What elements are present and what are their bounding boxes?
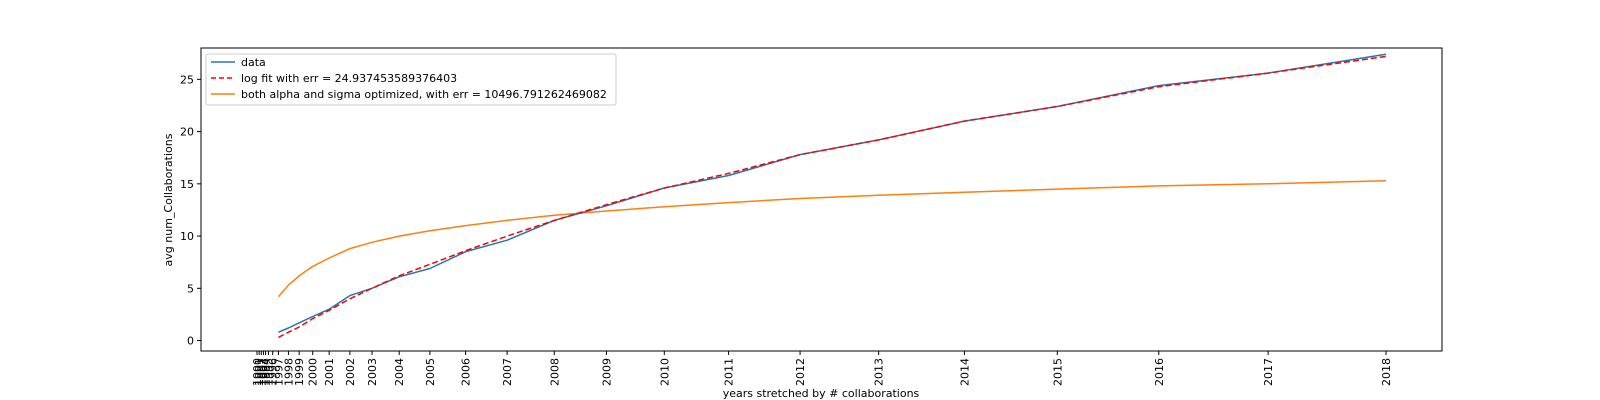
x-tick-label: 2016 (1153, 358, 1166, 386)
x-axis-label: years stretched by # collaborations (723, 387, 920, 400)
y-tick-label: 0 (187, 335, 194, 348)
x-tick-label: 1999 (293, 358, 306, 386)
series-line-log-fit (278, 55, 1387, 339)
x-tick-label: 2009 (600, 358, 613, 386)
x-axis: 1990199119921993199419951996199719981999… (251, 351, 1393, 386)
series-layer (277, 53, 1387, 339)
x-tick-label: 2000 (307, 358, 320, 386)
x-tick-label: 2006 (460, 358, 473, 386)
x-tick-label: 1990 (251, 358, 264, 386)
y-tick-label: 20 (180, 126, 194, 139)
x-tick-label: 2012 (794, 358, 807, 386)
x-tick-label: 2013 (873, 358, 886, 386)
y-tick-label: 25 (180, 73, 194, 86)
x-tick-label: 1992 (255, 358, 268, 386)
x-tick-label: 1994 (260, 358, 273, 386)
x-tick-label: 2003 (366, 358, 379, 386)
x-tick-label: 2004 (393, 358, 406, 386)
x-tick-label: 1991 (253, 358, 266, 386)
x-tick-label: 2018 (1380, 358, 1393, 386)
x-tick-label: 1993 (257, 358, 270, 386)
x-tick-label: 2010 (658, 358, 671, 386)
legend-box (205, 53, 617, 106)
x-tick-label: 2014 (958, 358, 971, 386)
y-axis-label: avg num_Collaborations (162, 133, 175, 266)
y-tick-label: 5 (187, 282, 194, 295)
legend: data log fit with err = 24.9374535893764… (205, 53, 617, 106)
x-tick-label: 2002 (344, 358, 357, 386)
y-tick-label: 15 (180, 178, 194, 191)
x-tick-label: 1998 (282, 358, 295, 386)
x-tick-label: 2011 (723, 358, 736, 386)
x-tick-label: 2015 (1051, 358, 1064, 386)
x-tick-label: 2005 (424, 358, 437, 386)
x-tick-label: 1997 (272, 358, 285, 386)
x-tick-label: 2007 (501, 358, 514, 386)
y-axis: 0 5 10 15 20 25 (180, 73, 201, 348)
x-tick-label: 2008 (548, 358, 561, 386)
series-line-optimized (277, 179, 1387, 298)
legend-label-optimized: both alpha and sigma optimized, with err… (241, 88, 607, 101)
x-tick-label: 1995 (262, 358, 275, 386)
x-tick-label: 2017 (1262, 358, 1275, 386)
legend-label-log-fit: log fit with err = 24.937453589376403 (241, 72, 457, 85)
y-tick-label: 10 (180, 230, 194, 243)
legend-label-data: data (241, 56, 266, 69)
x-tick-label: 2001 (323, 358, 336, 386)
x-tick-label: 1996 (267, 358, 280, 386)
